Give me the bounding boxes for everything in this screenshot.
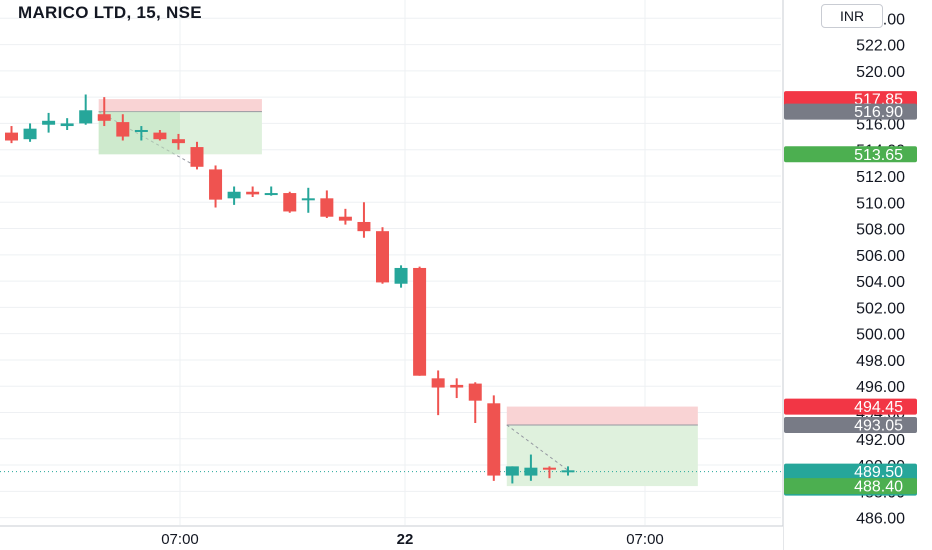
candle-body: [487, 403, 501, 476]
candle-body: [209, 169, 223, 200]
price-tag-entry: [784, 416, 917, 433]
candle-body: [116, 122, 130, 137]
candle-body: [394, 267, 408, 284]
candle-body: [264, 193, 278, 196]
candle-body: [505, 466, 519, 476]
candle-body: [338, 216, 352, 221]
candle-body: [153, 132, 167, 140]
price-tag-label: 513.65: [854, 147, 903, 164]
candle-body: [171, 139, 185, 144]
candle-body: [431, 378, 445, 388]
candle-body: [97, 114, 111, 121]
candle-body: [5, 132, 18, 141]
price-tick-label: 506.00: [856, 248, 905, 265]
price-tick-label: 508.00: [856, 222, 905, 239]
candlestick-series: [5, 94, 575, 484]
stop-loss-zone[interactable]: [506, 406, 698, 425]
price-tick-label: 520.00: [856, 64, 905, 81]
price-tick-label: 502.00: [856, 300, 905, 317]
price-tick-label: 512.00: [856, 169, 905, 186]
profit-fill-zone[interactable]: [98, 111, 180, 155]
candle-body: [283, 193, 297, 212]
time-tick-label: 07:00: [161, 531, 199, 548]
price-tick-label: 486.00: [856, 511, 905, 528]
candle-body: [376, 231, 389, 283]
candle-body: [42, 120, 56, 125]
candle-body: [190, 147, 204, 167]
price-tick-label: 492.00: [856, 432, 905, 449]
price-tick-label: 510.00: [856, 195, 905, 212]
candle-body: [542, 467, 556, 470]
candle-body: [134, 129, 148, 132]
stop-loss-zone[interactable]: [98, 99, 262, 112]
position-tools[interactable]: [0, 99, 781, 487]
price-tick-label: 500.00: [856, 327, 905, 344]
candle-body: [524, 467, 538, 476]
price-tag-target: [784, 146, 917, 163]
chart-title: MARICO LTD, 15, NSE: [18, 3, 202, 22]
price-tag-entry: [784, 103, 917, 120]
time-axis[interactable]: 07:00 22 07:00: [0, 525, 783, 550]
price-tag-label: 493.05: [854, 417, 903, 434]
candle-body: [357, 221, 371, 232]
price-tag-stop: [784, 398, 917, 415]
price-tick-label: 496.00: [856, 379, 905, 396]
price-tag-label: 516.90: [854, 104, 903, 121]
candle-body: [468, 383, 482, 401]
take-profit-zone[interactable]: [506, 424, 698, 487]
price-tag-label: 494.45: [854, 399, 903, 416]
price-tag-target: [784, 478, 917, 495]
candle-body: [246, 191, 260, 195]
candle-body: [320, 198, 334, 217]
trade-path-line: [506, 424, 569, 471]
price-tick-label: 498.00: [856, 353, 905, 370]
price-tag-label: 489.50: [854, 464, 903, 481]
price-tick-label: 522.00: [856, 38, 905, 55]
price-tag-stop: [784, 91, 917, 108]
price-tick-label: 516.00: [856, 116, 905, 133]
price-tag-label: 488.40: [854, 479, 903, 496]
candle-body: [301, 198, 315, 201]
candle-body: [450, 384, 464, 388]
currency-button[interactable]: INR: [821, 4, 883, 28]
candle-body: [60, 123, 74, 127]
time-axis-bg[interactable]: [0, 526, 783, 550]
price-tags: 517.85516.90513.65494.45493.05489.5002:0…: [784, 91, 917, 497]
candle-body: [561, 470, 575, 473]
price-tick-label: 504.00: [856, 274, 905, 291]
candle-body: [413, 267, 427, 376]
candle-body: [23, 128, 37, 140]
time-tick-label: 07:00: [626, 531, 664, 548]
candle-body: [79, 110, 93, 124]
time-tick-label: 22: [397, 531, 414, 548]
candle-body: [227, 191, 241, 199]
